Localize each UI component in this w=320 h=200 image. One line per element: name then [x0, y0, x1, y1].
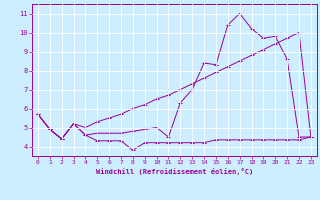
X-axis label: Windchill (Refroidissement éolien,°C): Windchill (Refroidissement éolien,°C) — [96, 168, 253, 175]
